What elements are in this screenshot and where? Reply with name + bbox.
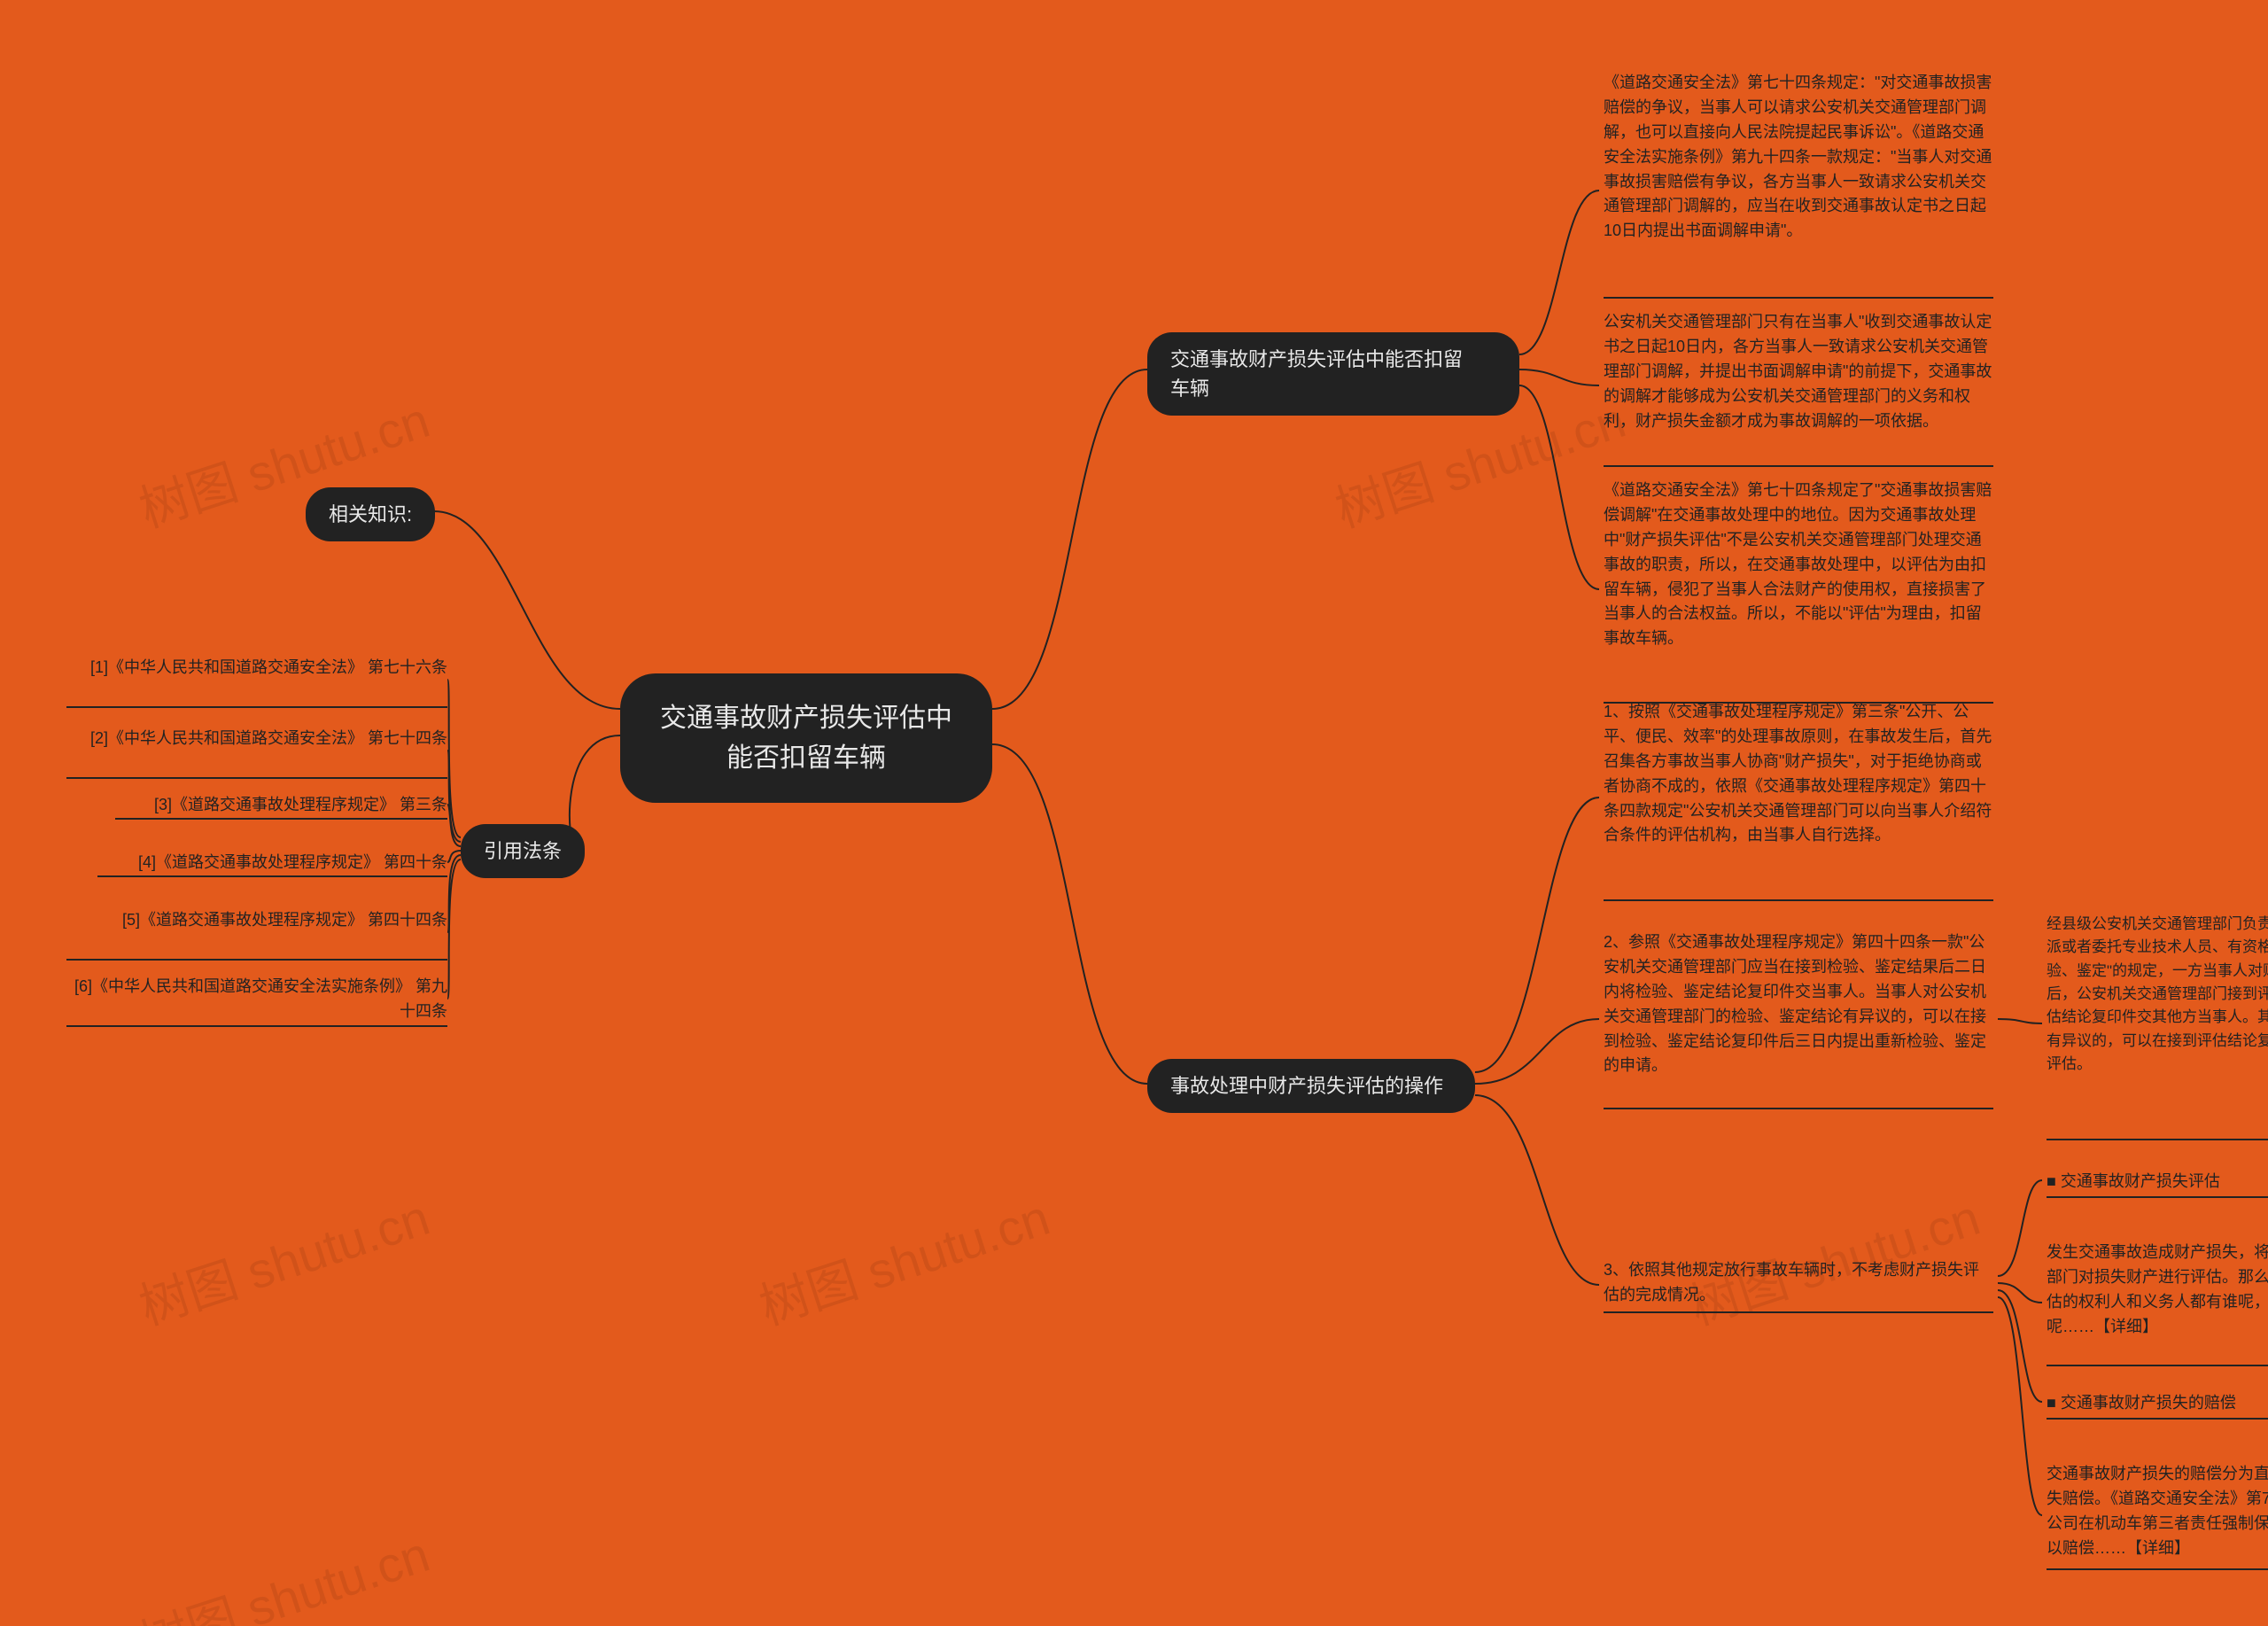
leaf-text: 交通事故财产损失的赔偿分为直接损失赔偿和间接损失赔偿。《道路交通安全法》第76条… <box>2047 1462 2268 1561</box>
leaf-text: ■ 交通事故财产损失的赔偿 <box>2047 1391 2268 1416</box>
leaf-text: 《道路交通安全法》第七十四条规定："对交通事故损害赔偿的争议，当事人可以请求公安… <box>1604 71 1993 244</box>
leaf-text: 1、按照《交通事故处理程序规定》第三条"公开、公平、便民、效率"的处理事故原则，… <box>1604 700 1993 848</box>
branch-label: 事故处理中财产损失评估的操作 <box>1170 1075 1443 1097</box>
leaf-text: [5]《道路交通事故处理程序规定》 第四十四条 <box>66 908 447 933</box>
watermark: 树图 shutu.cn <box>750 1179 1058 1340</box>
leaf-text: 2、参照《交通事故处理程序规定》第四十四条一款"公安机关交通管理部门应当在接到检… <box>1604 930 1993 1078</box>
leaf-text: [3]《道路交通事故处理程序规定》 第三条 <box>115 793 447 818</box>
branch-node-right-1: 交通事故财产损失评估中能否扣留车辆 <box>1147 332 1519 416</box>
leaf-text: 《道路交通安全法》第七十四条规定了"交通事故损害赔偿调解"在交通事故处理中的地位… <box>1604 478 1993 651</box>
branch-node-left-1: 相关知识: <box>306 487 435 541</box>
leaf-text: [1]《中华人民共和国道路交通安全法》 第七十六条 <box>66 656 447 681</box>
branch-label: 交通事故财产损失评估中能否扣留车辆 <box>1170 348 1463 400</box>
leaf-text: 发生交通事故造成财产损失，将由交警部门委托物价部门对损失财产进行评估。那么交通事… <box>2047 1241 2268 1340</box>
leaf-text: [2]《中华人民共和国道路交通安全法》 第七十四条 <box>66 727 447 751</box>
central-text: 交通事故财产损失评估中能否扣留车辆 <box>660 704 952 773</box>
branch-label: 引用法条 <box>484 840 562 862</box>
branch-node-right-2: 事故处理中财产损失评估的操作 <box>1147 1059 1475 1113</box>
leaf-text: ■ 交通事故财产损失评估 <box>2047 1170 2268 1194</box>
watermark: 树图 shutu.cn <box>129 1179 438 1340</box>
leaf-text: [6]《中华人民共和国道路交通安全法实施条例》 第九十四条 <box>66 975 447 1024</box>
leaf-text: [4]《道路交通事故处理程序规定》 第四十条 <box>97 851 447 875</box>
leaf-text: 经县级公安机关交通管理部门负责人批准后，应当另行指派或者委托专业技术人员、有资格… <box>2047 913 2268 1076</box>
branch-label: 相关知识: <box>329 503 412 525</box>
branch-node-left-2: 引用法条 <box>461 824 585 878</box>
leaf-text: 3、依照其他规定放行事故车辆时，不考虑财产损失评估的完成情况。 <box>1604 1258 1993 1308</box>
leaf-text: 公安机关交通管理部门只有在当事人"收到交通事故认定书之日起10日内，各方当事人一… <box>1604 310 1993 433</box>
watermark: 树图 shutu.cn <box>129 1515 438 1626</box>
central-node: 交通事故财产损失评估中能否扣留车辆 <box>620 673 992 803</box>
